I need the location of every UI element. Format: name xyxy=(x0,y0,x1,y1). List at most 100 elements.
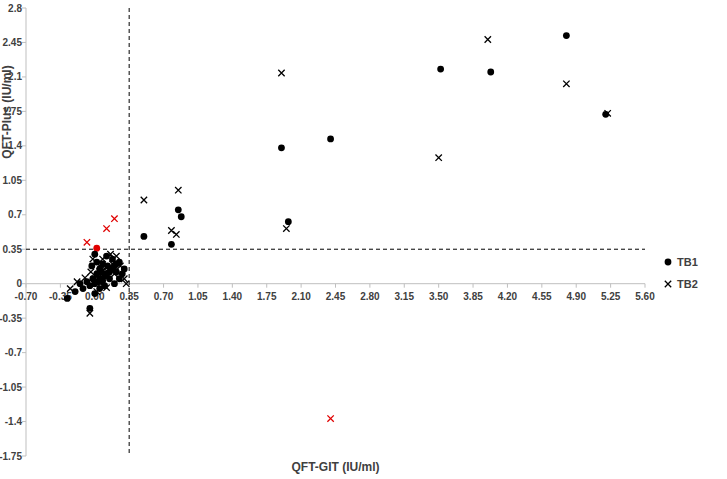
point xyxy=(121,266,128,273)
point xyxy=(94,288,100,294)
x-tick xyxy=(60,284,61,288)
x-tick-label: -0.70 xyxy=(15,291,38,302)
point xyxy=(88,269,94,275)
points xyxy=(64,32,611,422)
point xyxy=(111,216,117,222)
point xyxy=(105,273,111,279)
y-tick xyxy=(22,249,26,250)
point xyxy=(117,263,123,269)
y-tick-label: 1.05 xyxy=(3,175,23,186)
x-tick-label: 5.25 xyxy=(601,291,621,302)
point xyxy=(327,136,334,143)
y-tick-label: 2.45 xyxy=(3,37,23,48)
x-tick xyxy=(541,284,542,288)
y-tick-label: 0.35 xyxy=(3,244,23,255)
y-tick xyxy=(22,214,26,215)
cutoff-x xyxy=(129,8,130,456)
x-tick-label: 2.45 xyxy=(326,291,346,302)
x-tick xyxy=(266,284,267,288)
x-tick xyxy=(645,284,646,288)
y-tick-label: -0.35 xyxy=(0,313,22,324)
x-tick xyxy=(404,284,405,288)
x-tick xyxy=(610,284,611,288)
point xyxy=(604,110,610,116)
x-tick xyxy=(26,284,27,288)
point xyxy=(107,251,113,257)
point xyxy=(435,154,441,160)
point xyxy=(278,144,285,151)
x-tick-label: 5.60 xyxy=(635,291,655,302)
point xyxy=(93,245,100,252)
y-tick xyxy=(22,76,26,77)
y-tick xyxy=(22,42,26,43)
point xyxy=(103,225,109,231)
point xyxy=(92,276,98,282)
x-tick xyxy=(163,284,164,288)
x-tick-label: 3.15 xyxy=(395,291,415,302)
y-axis-title: QFT-Plus (IU/ml) xyxy=(0,65,14,158)
point xyxy=(90,256,96,262)
x-tick xyxy=(369,284,370,288)
x-tick-label: 2.10 xyxy=(291,291,311,302)
point xyxy=(96,271,102,277)
point xyxy=(87,310,93,316)
x-tick xyxy=(197,284,198,288)
x-tick xyxy=(507,284,508,288)
point xyxy=(88,263,95,270)
x-tick-label: 3.50 xyxy=(429,291,449,302)
point xyxy=(96,263,102,269)
x-tick xyxy=(335,284,336,288)
point xyxy=(563,32,570,39)
y-tick-label: 0 xyxy=(16,278,22,289)
y-tick xyxy=(22,180,26,181)
x-tick-label: 4.55 xyxy=(532,291,552,302)
point xyxy=(563,81,569,87)
legend-marker xyxy=(665,281,671,287)
point xyxy=(285,218,292,225)
x-tick-label: 0.00 xyxy=(85,291,105,302)
point xyxy=(283,225,289,231)
y-tick xyxy=(22,387,26,388)
y-tick xyxy=(22,111,26,112)
x-tick-label: 1.05 xyxy=(188,291,208,302)
x-tick-label: 2.80 xyxy=(360,291,380,302)
point xyxy=(485,36,491,42)
y-tick xyxy=(22,145,26,146)
y-tick-label: 2.8 xyxy=(8,3,22,14)
x-tick-label: 4.20 xyxy=(498,291,518,302)
point xyxy=(84,239,90,245)
y-tick xyxy=(22,318,26,319)
x-tick-label: 0.70 xyxy=(154,291,174,302)
point xyxy=(175,187,181,193)
y-tick-label: -1.05 xyxy=(0,382,22,393)
x-axis-title: QFT-GIT (IU/ml) xyxy=(292,460,380,474)
point xyxy=(278,70,284,76)
point xyxy=(103,284,109,290)
x-tick-label: -0.35 xyxy=(49,291,72,302)
x-tick xyxy=(301,284,302,288)
point xyxy=(141,233,148,240)
point xyxy=(82,275,88,281)
cutoff-y xyxy=(26,249,645,250)
x-tick xyxy=(438,284,439,288)
x-tick xyxy=(232,284,233,288)
point xyxy=(67,285,73,291)
y-tick xyxy=(22,421,26,422)
legend-marker xyxy=(665,259,672,266)
point xyxy=(123,280,129,286)
point xyxy=(113,253,119,259)
x-tick-label: 4.90 xyxy=(566,291,586,302)
point xyxy=(327,415,333,421)
chart: -0.70-0.350.000.350.701.051.401.752.102.… xyxy=(0,0,727,479)
y-tick xyxy=(22,8,26,9)
y-tick xyxy=(22,283,26,284)
y-tick-label: 0.7 xyxy=(8,209,22,220)
legend-label: TB1 xyxy=(677,256,698,268)
x-tick-label: 1.40 xyxy=(223,291,243,302)
point xyxy=(487,69,494,76)
point xyxy=(111,280,118,287)
point xyxy=(109,261,115,267)
point xyxy=(99,256,105,262)
point xyxy=(74,279,80,285)
y-tick-label: -0.7 xyxy=(5,347,23,358)
